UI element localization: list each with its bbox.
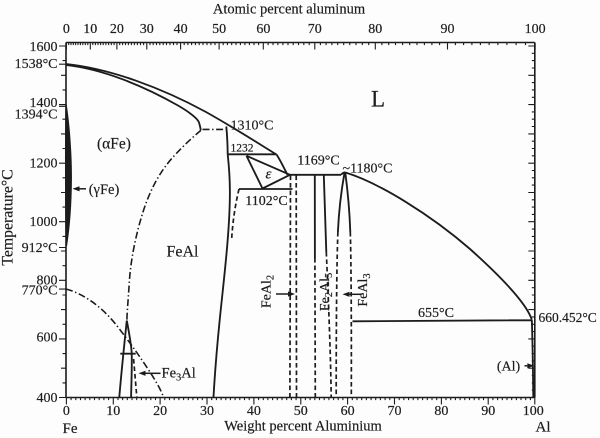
svg-text:655°C: 655°C bbox=[418, 306, 454, 321]
svg-text:912°C: 912°C bbox=[22, 241, 58, 256]
svg-text:770°C: 770°C bbox=[22, 283, 58, 298]
svg-text:Atomic percent aluminum: Atomic percent aluminum bbox=[213, 2, 366, 18]
svg-text:20: 20 bbox=[110, 22, 124, 37]
svg-text:50: 50 bbox=[212, 22, 226, 37]
svg-text:30: 30 bbox=[140, 22, 154, 37]
svg-text:50: 50 bbox=[294, 404, 308, 419]
svg-text:Al: Al bbox=[536, 420, 551, 436]
svg-text:Temperature°C: Temperature°C bbox=[0, 169, 17, 265]
svg-text:30: 30 bbox=[200, 404, 214, 419]
svg-text:1400: 1400 bbox=[30, 96, 58, 111]
svg-text:80: 80 bbox=[368, 22, 382, 37]
svg-text:(Al): (Al) bbox=[497, 360, 521, 375]
svg-text:90: 90 bbox=[481, 404, 495, 419]
svg-text:Fe: Fe bbox=[63, 421, 78, 437]
svg-text:60: 60 bbox=[256, 22, 270, 37]
svg-text:70: 70 bbox=[387, 404, 401, 419]
svg-text:FeAl2: FeAl2 bbox=[260, 275, 277, 308]
svg-text:Fe2Al5: Fe2Al5 bbox=[318, 273, 335, 312]
svg-text:(αFe): (αFe) bbox=[97, 136, 131, 153]
svg-text:Weight percent Aluminium: Weight percent Aluminium bbox=[224, 419, 382, 435]
svg-text:1310°C: 1310°C bbox=[231, 118, 274, 133]
svg-text:600: 600 bbox=[37, 331, 58, 346]
svg-text:400: 400 bbox=[37, 391, 58, 406]
svg-text:80: 80 bbox=[434, 404, 448, 419]
svg-text:40: 40 bbox=[174, 22, 188, 37]
svg-text:10: 10 bbox=[83, 22, 97, 37]
svg-text:10: 10 bbox=[106, 404, 120, 419]
svg-text:660.452°C: 660.452°C bbox=[539, 310, 597, 325]
svg-text:1600: 1600 bbox=[30, 40, 58, 55]
svg-text:FeAl: FeAl bbox=[167, 244, 200, 261]
svg-text:90: 90 bbox=[440, 22, 454, 37]
svg-text:ε: ε bbox=[266, 167, 272, 183]
svg-text:1169°C: 1169°C bbox=[297, 154, 339, 169]
svg-text:800: 800 bbox=[37, 273, 58, 288]
svg-text:1538°C: 1538°C bbox=[15, 57, 58, 72]
svg-text:~1180°C: ~1180°C bbox=[343, 162, 393, 177]
svg-text:(γFe): (γFe) bbox=[89, 182, 120, 198]
svg-text:100: 100 bbox=[523, 404, 544, 419]
svg-text:20: 20 bbox=[153, 404, 167, 419]
svg-text:FeAl3: FeAl3 bbox=[356, 273, 373, 306]
svg-text:0: 0 bbox=[63, 404, 70, 419]
svg-text:1200: 1200 bbox=[30, 157, 58, 172]
svg-text:40: 40 bbox=[247, 404, 261, 419]
svg-text:1232: 1232 bbox=[231, 143, 254, 155]
svg-text:Fe3Al: Fe3Al bbox=[162, 366, 196, 384]
svg-text:60: 60 bbox=[341, 404, 355, 419]
svg-text:0: 0 bbox=[63, 22, 70, 37]
svg-text:100: 100 bbox=[525, 22, 546, 37]
svg-text:L: L bbox=[371, 87, 385, 112]
svg-text:1102°C: 1102°C bbox=[245, 194, 287, 209]
svg-text:1394°C: 1394°C bbox=[15, 108, 58, 123]
svg-text:1000: 1000 bbox=[30, 215, 58, 230]
svg-text:70: 70 bbox=[308, 22, 322, 37]
